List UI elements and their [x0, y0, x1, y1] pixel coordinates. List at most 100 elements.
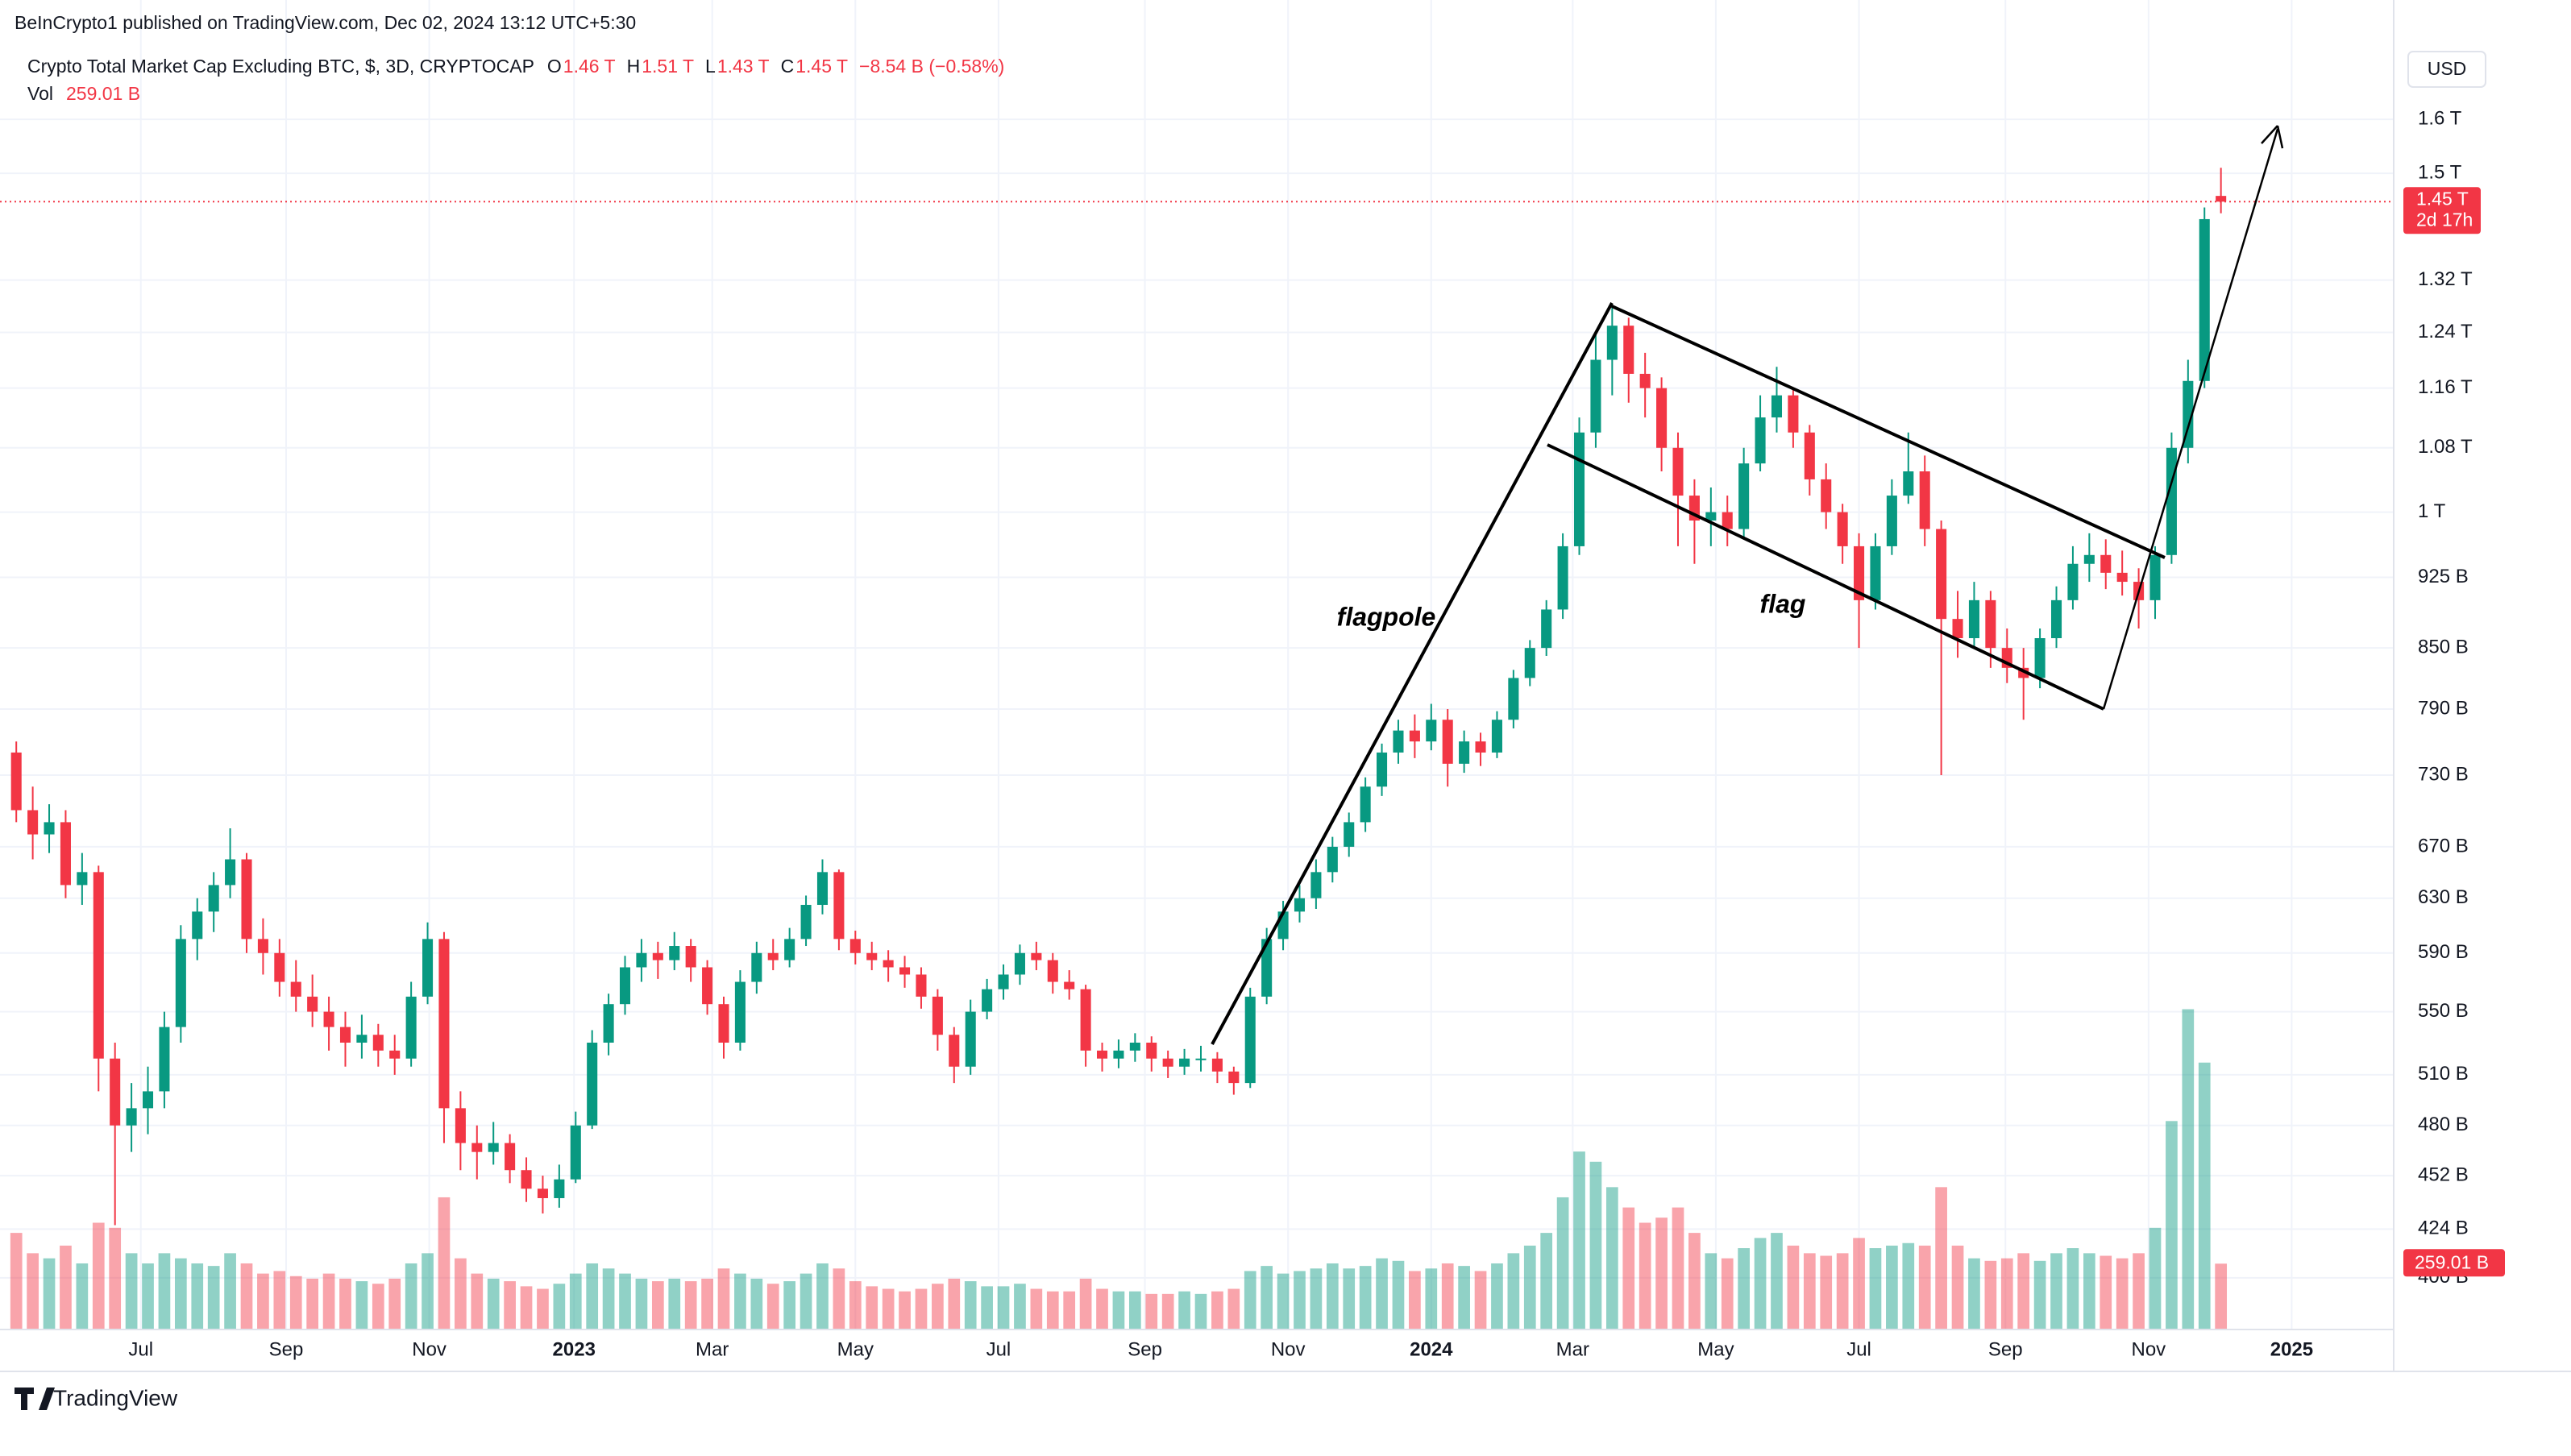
candle-body — [1985, 599, 1996, 649]
volume-bar — [2166, 1121, 2178, 1329]
candle-body — [192, 911, 203, 940]
candle-body — [1968, 599, 1979, 639]
volume-bar — [1540, 1233, 1553, 1329]
candle-body — [1113, 1050, 1124, 1059]
volume-bar — [2083, 1253, 2095, 1329]
candle-body — [2216, 196, 2227, 202]
y-tick-label: 510 B — [2418, 1063, 2469, 1085]
volume-bar — [1672, 1207, 1684, 1329]
volume-bar — [1211, 1291, 1223, 1329]
candle-body — [1426, 720, 1437, 742]
candle-body — [1409, 730, 1420, 742]
candle-body — [142, 1091, 154, 1109]
volume-bar — [60, 1245, 72, 1329]
volume-bar — [734, 1273, 746, 1329]
candle-body — [1870, 545, 1881, 600]
volume-bar — [1441, 1263, 1454, 1329]
volume-bar — [2133, 1253, 2145, 1329]
volume-bar — [750, 1278, 763, 1329]
candle-body — [2083, 554, 2095, 564]
candle-body — [1771, 395, 1783, 418]
plot-layer — [0, 168, 2394, 1329]
volume-bar — [257, 1273, 269, 1329]
symbol-title: Crypto Total Market Cap Excluding BTC, $… — [27, 56, 534, 77]
candle-body — [619, 967, 631, 1005]
candle-body — [1475, 741, 1486, 753]
currency-button[interactable] — [2407, 51, 2486, 88]
volume-bar — [520, 1286, 533, 1329]
candle-body — [916, 974, 927, 997]
high-label: H — [627, 56, 641, 77]
volume-legend: Vol 259.01 B — [27, 83, 140, 104]
volume-bar — [1853, 1238, 1865, 1329]
candle-body — [1459, 741, 1470, 764]
volume-bar — [2149, 1227, 2162, 1329]
low-value: 1.43 T — [717, 56, 770, 77]
candle-body — [1524, 648, 1535, 678]
low-label: L — [705, 56, 716, 77]
flag-label: flag — [1760, 589, 1806, 618]
candle-body — [1672, 447, 1684, 496]
volume-bar — [981, 1286, 993, 1329]
tradingview-logo: TradingView — [15, 1385, 178, 1410]
volume-bar — [1688, 1233, 1701, 1329]
publish-info: BeInCrypto1 published on TradingView.com… — [15, 12, 636, 33]
volume-bar — [1655, 1217, 1668, 1329]
x-tick-label: Mar — [696, 1338, 729, 1360]
volume-bar — [668, 1278, 681, 1329]
volume-bar — [471, 1273, 484, 1329]
volume-bar — [1984, 1260, 1997, 1329]
volume-bar — [684, 1281, 697, 1329]
open-value: 1.46 T — [563, 56, 616, 77]
currency-label[interactable]: USD — [2428, 58, 2467, 79]
candle-body — [60, 822, 71, 886]
candle-body — [1162, 1058, 1173, 1067]
y-tick-label: 424 B — [2418, 1217, 2469, 1239]
y-tick-label: 730 B — [2418, 763, 2469, 785]
volume-bar — [2182, 1009, 2195, 1329]
candle-body — [225, 859, 236, 886]
volume-bar — [766, 1284, 779, 1329]
volume-bar — [438, 1197, 451, 1329]
volume-bar — [783, 1281, 796, 1329]
candle-body — [1705, 512, 1717, 521]
candle-body — [1377, 752, 1388, 787]
candle-body — [1854, 545, 1865, 600]
candle-body — [438, 939, 450, 1109]
volume-bar — [1178, 1291, 1190, 1329]
candle-body — [1557, 545, 1568, 610]
countdown-label: 2d 17h — [2416, 209, 2473, 230]
candle-body — [767, 952, 779, 960]
volume-bar — [43, 1258, 56, 1329]
last-price-label: 1.45 T — [2416, 188, 2469, 209]
candle-body — [1344, 822, 1355, 847]
volume-bar — [882, 1288, 895, 1329]
volume-bar — [405, 1263, 417, 1329]
candle-body — [488, 1143, 499, 1152]
brand-name: TradingView — [53, 1385, 178, 1410]
candle-body — [1014, 952, 1025, 975]
volume-bar — [142, 1263, 154, 1329]
volume-label: Vol — [27, 83, 53, 104]
candle-body — [2100, 554, 2112, 573]
volume-bar — [1425, 1268, 1438, 1329]
y-tick-label: 1.16 T — [2418, 376, 2473, 398]
candle-body — [1146, 1042, 1157, 1059]
candle-body — [2067, 563, 2079, 600]
candle-body — [883, 960, 894, 968]
candle-body — [1755, 417, 1766, 464]
volume-bar — [1803, 1253, 1816, 1329]
candle-body — [1573, 432, 1585, 546]
candle-body — [603, 1004, 614, 1043]
candle-body — [570, 1125, 581, 1180]
volume-bar — [1343, 1268, 1356, 1329]
candle-body — [1442, 720, 1453, 764]
candle-body — [257, 939, 268, 953]
volume-bar — [1030, 1288, 1043, 1329]
candle-body — [1064, 981, 1075, 989]
volume-bar — [2116, 1258, 2129, 1329]
volume-bar — [602, 1268, 615, 1329]
candle-body — [1919, 471, 1930, 529]
volume-bar — [569, 1273, 582, 1329]
